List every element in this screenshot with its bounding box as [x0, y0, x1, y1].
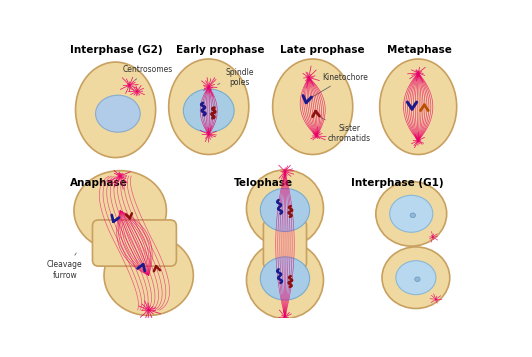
Ellipse shape	[272, 59, 353, 155]
Text: Spindle
poles: Spindle poles	[218, 68, 254, 87]
Ellipse shape	[380, 59, 456, 155]
Text: Metaphase: Metaphase	[387, 45, 452, 55]
Ellipse shape	[76, 62, 155, 157]
Text: Centrosomes: Centrosomes	[123, 65, 173, 80]
Ellipse shape	[246, 170, 323, 247]
Ellipse shape	[96, 95, 140, 132]
Ellipse shape	[246, 241, 323, 318]
Text: Interphase (G2): Interphase (G2)	[70, 45, 163, 55]
Text: Telophase: Telophase	[234, 177, 293, 187]
Text: Anaphase: Anaphase	[70, 177, 128, 187]
Ellipse shape	[410, 213, 415, 218]
Text: Late prophase: Late prophase	[280, 45, 365, 55]
Ellipse shape	[74, 171, 167, 251]
Text: Kinetochore: Kinetochore	[311, 73, 368, 97]
Text: Early prophase: Early prophase	[176, 45, 264, 55]
Text: Sister
chromatids: Sister chromatids	[318, 116, 371, 144]
Ellipse shape	[415, 277, 420, 282]
FancyBboxPatch shape	[93, 220, 177, 266]
Ellipse shape	[260, 188, 310, 231]
Ellipse shape	[382, 247, 450, 308]
Ellipse shape	[376, 181, 447, 246]
Ellipse shape	[396, 261, 436, 295]
Text: Cleavage
furrow: Cleavage furrow	[47, 253, 82, 280]
Ellipse shape	[184, 89, 234, 132]
Ellipse shape	[389, 195, 433, 232]
Ellipse shape	[104, 235, 193, 316]
FancyBboxPatch shape	[263, 221, 306, 268]
Text: Interphase (G1): Interphase (G1)	[351, 177, 444, 187]
Ellipse shape	[260, 257, 310, 300]
Ellipse shape	[169, 59, 249, 155]
